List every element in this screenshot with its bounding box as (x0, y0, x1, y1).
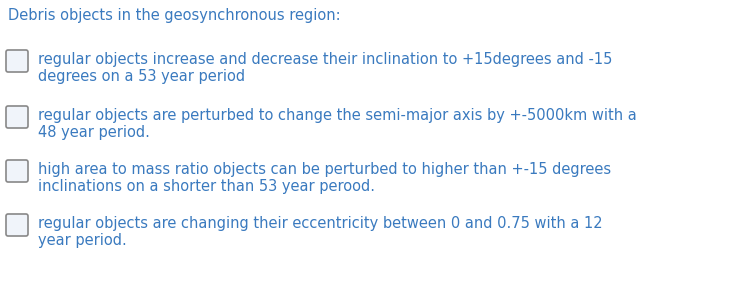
Text: 48 year period.: 48 year period. (38, 125, 150, 140)
Text: degrees on a 53 year period: degrees on a 53 year period (38, 69, 245, 84)
FancyBboxPatch shape (6, 214, 28, 236)
Text: regular objects are changing their eccentricity between 0 and 0.75 with a 12: regular objects are changing their eccen… (38, 216, 603, 231)
Text: regular objects increase and decrease their inclination to +15degrees and -15: regular objects increase and decrease th… (38, 52, 612, 67)
FancyBboxPatch shape (6, 106, 28, 128)
Text: year period.: year period. (38, 233, 127, 248)
Text: high area to mass ratio objects can be perturbed to higher than +-15 degrees: high area to mass ratio objects can be p… (38, 162, 611, 177)
Text: regular objects are perturbed to change the semi-major axis by +-5000km with a: regular objects are perturbed to change … (38, 108, 636, 123)
FancyBboxPatch shape (6, 160, 28, 182)
Text: Debris objects in the geosynchronous region:: Debris objects in the geosynchronous reg… (8, 8, 340, 23)
Text: inclinations on a shorter than 53 year perood.: inclinations on a shorter than 53 year p… (38, 179, 375, 194)
FancyBboxPatch shape (6, 50, 28, 72)
